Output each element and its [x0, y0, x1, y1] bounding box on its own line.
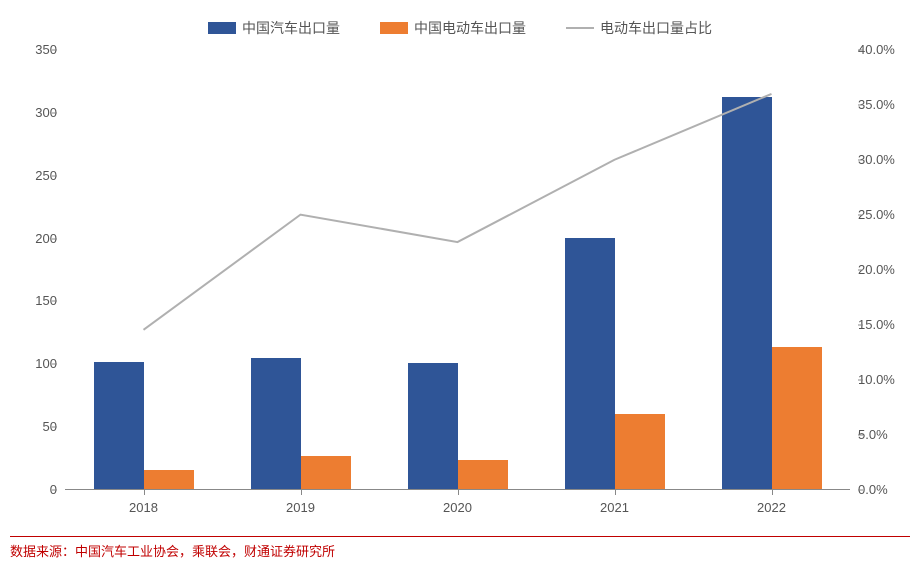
- source-label: 数据来源：中国汽车工业协会，乘联会，财通证券研究所: [10, 544, 335, 559]
- line-svg: [65, 50, 850, 489]
- line-layer: [65, 50, 850, 489]
- legend-label-bar2: 中国电动车出口量: [414, 18, 526, 38]
- x-axis: 20182019202020212022: [65, 490, 850, 515]
- y-axis-right: 40.0%35.0%30.0%25.0%20.0%15.0%10.0%5.0%0…: [850, 50, 910, 490]
- x-tick: 2018: [65, 490, 222, 515]
- plot-area: [65, 50, 850, 490]
- legend-swatch-bar1: [208, 22, 236, 34]
- legend-item-line: 电动车出口量占比: [566, 18, 712, 38]
- legend-swatch-bar2: [380, 22, 408, 34]
- x-tick: 2020: [379, 490, 536, 515]
- y-axis-left: 350300250200150100500: [10, 50, 65, 490]
- line-series: [144, 94, 772, 330]
- x-tick: 2021: [536, 490, 693, 515]
- legend-swatch-line: [566, 27, 594, 29]
- legend-item-bar2: 中国电动车出口量: [380, 18, 526, 38]
- x-tick: 2019: [222, 490, 379, 515]
- legend-label-line: 电动车出口量占比: [600, 18, 712, 38]
- chart-container: 中国汽车出口量 中国电动车出口量 电动车出口量占比 35030025020015…: [10, 10, 910, 530]
- legend-label-bar1: 中国汽车出口量: [242, 18, 340, 38]
- legend: 中国汽车出口量 中国电动车出口量 电动车出口量占比: [10, 10, 910, 50]
- x-tick: 2022: [693, 490, 850, 515]
- legend-item-bar1: 中国汽车出口量: [208, 18, 340, 38]
- source-line: 数据来源：中国汽车工业协会，乘联会，财通证券研究所: [10, 536, 910, 560]
- plot-wrapper: 350300250200150100500 40.0%35.0%30.0%25.…: [10, 50, 910, 490]
